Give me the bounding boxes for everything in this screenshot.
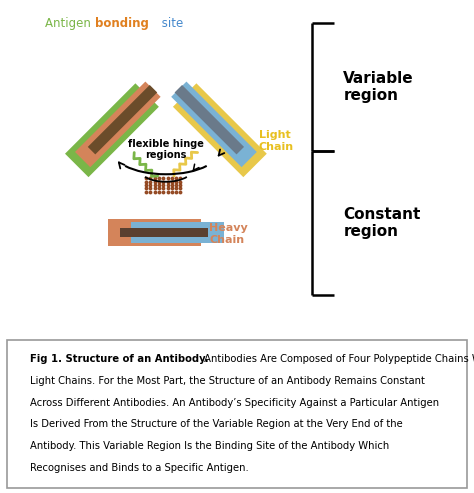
Text: Recognises and Binds to a Specific Antigen.: Recognises and Binds to a Specific Antig… [30, 463, 249, 473]
Text: Across Different Antibodies. An Antibody’s Specificity Against a Particular Anti: Across Different Antibodies. An Antibody… [30, 398, 439, 408]
Text: Heavy
Chain: Heavy Chain [209, 223, 248, 245]
Text: Constant
region: Constant region [343, 207, 421, 239]
Text: site: site [157, 17, 183, 30]
Text: Light
Chain: Light Chain [259, 130, 294, 152]
Polygon shape [65, 83, 159, 177]
Polygon shape [131, 222, 224, 243]
Text: Is Derived From the Structure of the Variable Region at the Very End of the: Is Derived From the Structure of the Var… [30, 420, 403, 429]
Polygon shape [120, 228, 209, 237]
Text: Light Chains. For the Most Part, the Structure of an Antibody Remains Constant: Light Chains. For the Most Part, the Str… [30, 376, 425, 386]
Polygon shape [108, 219, 201, 246]
Text: Fig 1. Structure of an Antibody.: Fig 1. Structure of an Antibody. [30, 354, 209, 364]
Polygon shape [171, 81, 257, 167]
Polygon shape [173, 83, 267, 177]
Text: Antibody. This Variable Region Is the Binding Site of the Antibody Which: Antibody. This Variable Region Is the Bi… [30, 441, 390, 451]
Text: Antigen: Antigen [45, 17, 94, 30]
Text: Variable
region: Variable region [343, 71, 414, 104]
Text: Antibodies Are Composed of Four Polypeptide Chains Which Are 2 Heavy Chains and : Antibodies Are Composed of Four Polypept… [201, 354, 474, 364]
Polygon shape [75, 81, 161, 167]
Polygon shape [88, 85, 157, 154]
Polygon shape [174, 85, 244, 154]
FancyBboxPatch shape [7, 340, 467, 488]
Text: flexible hinge
regions: flexible hinge regions [128, 139, 204, 160]
Text: bonding: bonding [94, 17, 148, 30]
